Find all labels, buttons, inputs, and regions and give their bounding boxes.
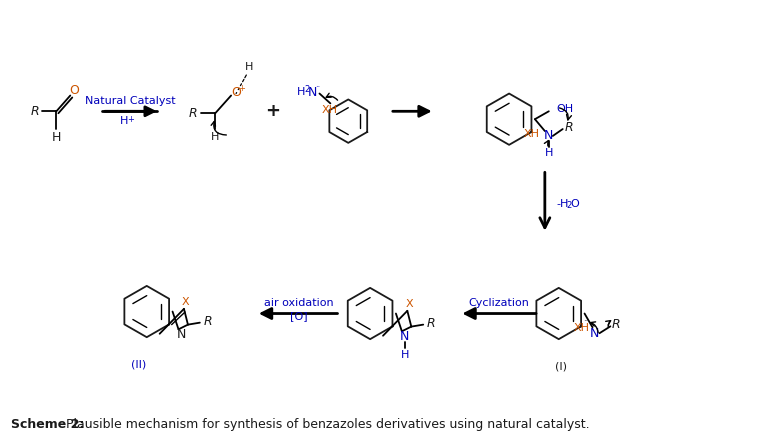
Text: [O]: [O] bbox=[290, 311, 307, 321]
Text: H: H bbox=[211, 132, 219, 142]
Text: (I): (I) bbox=[554, 362, 567, 372]
Text: N: N bbox=[177, 328, 186, 341]
Text: N: N bbox=[590, 327, 599, 340]
Text: Natural Catalyst: Natural Catalyst bbox=[85, 96, 175, 106]
Text: O: O bbox=[69, 84, 79, 97]
Text: -H: -H bbox=[557, 199, 569, 209]
Text: ··: ·· bbox=[583, 317, 588, 327]
Text: +: + bbox=[239, 84, 246, 93]
Text: X: X bbox=[182, 297, 189, 307]
Text: R: R bbox=[30, 105, 38, 118]
Text: ··: ·· bbox=[315, 83, 320, 92]
Text: +: + bbox=[266, 102, 280, 120]
Text: H: H bbox=[245, 62, 253, 72]
Text: +: + bbox=[127, 115, 134, 124]
Text: H: H bbox=[296, 87, 305, 96]
Text: N: N bbox=[308, 86, 317, 99]
Text: Scheme 2:: Scheme 2: bbox=[11, 419, 84, 432]
Text: XH: XH bbox=[321, 105, 337, 115]
Text: OH: OH bbox=[557, 104, 574, 114]
Text: R: R bbox=[564, 121, 573, 133]
Text: XH: XH bbox=[574, 323, 590, 333]
Text: R: R bbox=[612, 318, 621, 331]
Text: air oxidation: air oxidation bbox=[264, 298, 333, 308]
Text: H: H bbox=[544, 148, 553, 158]
Text: H: H bbox=[52, 131, 61, 144]
Text: H: H bbox=[400, 350, 409, 360]
Text: R: R bbox=[203, 315, 212, 328]
Text: XH: XH bbox=[524, 129, 540, 139]
Text: 2: 2 bbox=[304, 85, 310, 94]
Text: R: R bbox=[427, 317, 436, 330]
Text: X: X bbox=[406, 299, 413, 309]
Text: R: R bbox=[189, 107, 198, 120]
Text: H: H bbox=[119, 116, 128, 126]
Text: Plausible mechanism for synthesis of benzazoles derivatives using natural cataly: Plausible mechanism for synthesis of ben… bbox=[62, 419, 590, 432]
Text: Cyclization: Cyclization bbox=[469, 298, 530, 308]
Text: N: N bbox=[544, 129, 554, 143]
Text: 2: 2 bbox=[567, 201, 572, 211]
Text: O: O bbox=[231, 86, 241, 99]
Text: (II): (II) bbox=[131, 360, 146, 370]
Text: N: N bbox=[400, 330, 410, 343]
Text: O: O bbox=[571, 199, 579, 209]
